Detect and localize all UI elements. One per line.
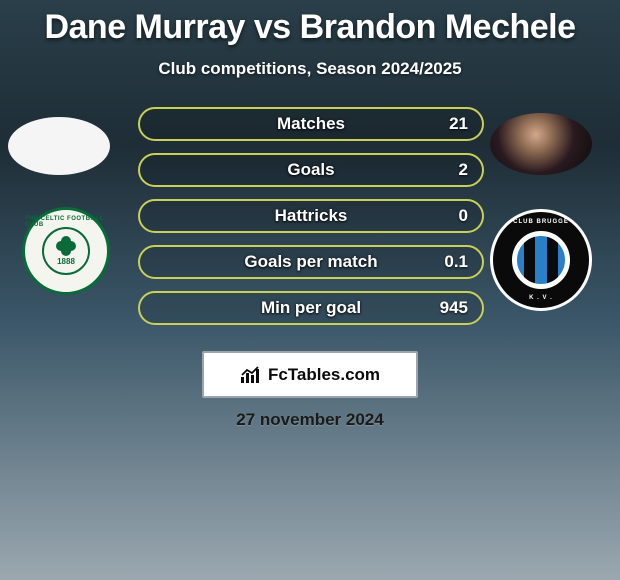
footer-date: 27 november 2024 [0, 410, 620, 430]
brugge-badge-text-bottom: K . V . [529, 295, 553, 301]
stat-row: Hattricks0 [138, 199, 484, 233]
stat-value-right: 2 [459, 160, 468, 180]
stat-value-right: 21 [449, 114, 468, 134]
stat-label: Goals [140, 160, 482, 180]
stat-value-right: 0 [459, 206, 468, 226]
stat-row: Min per goal945 [138, 291, 484, 325]
stat-row: Goals per match0.1 [138, 245, 484, 279]
comparison-area: THE CELTIC FOOTBALL CLUB 1888 CLUB BRUGG… [0, 107, 620, 347]
brugge-badge-text-top: CLUB BRUGGE [513, 219, 569, 225]
subtitle: Club competitions, Season 2024/2025 [0, 59, 620, 79]
brand-footer: FcTables.com [202, 351, 418, 398]
stats-list: Matches21 Goals2 Hattricks0 Goals per match… [138, 107, 484, 325]
stat-label: Goals per match [140, 252, 482, 272]
stat-value-right: 0.1 [444, 252, 468, 272]
stat-label: Matches [140, 114, 482, 134]
stat-label: Min per goal [140, 298, 482, 318]
player-left-avatar [8, 117, 110, 175]
brand-text: FcTables.com [268, 365, 380, 385]
stat-label: Hattricks [140, 206, 482, 226]
celtic-year: 1888 [57, 257, 75, 266]
stat-row: Goals2 [138, 153, 484, 187]
celtic-badge-text-top: THE CELTIC FOOTBALL CLUB [25, 216, 107, 228]
club-right-badge: CLUB BRUGGE K . V . [490, 209, 592, 311]
player-right-avatar [490, 113, 592, 175]
clover-icon [56, 236, 76, 256]
stat-row: Matches21 [138, 107, 484, 141]
club-left-badge: THE CELTIC FOOTBALL CLUB 1888 [22, 207, 110, 295]
page-title: Dane Murray vs Brandon Mechele [0, 0, 620, 47]
stat-value-right: 945 [440, 298, 468, 318]
chart-icon [240, 365, 262, 385]
